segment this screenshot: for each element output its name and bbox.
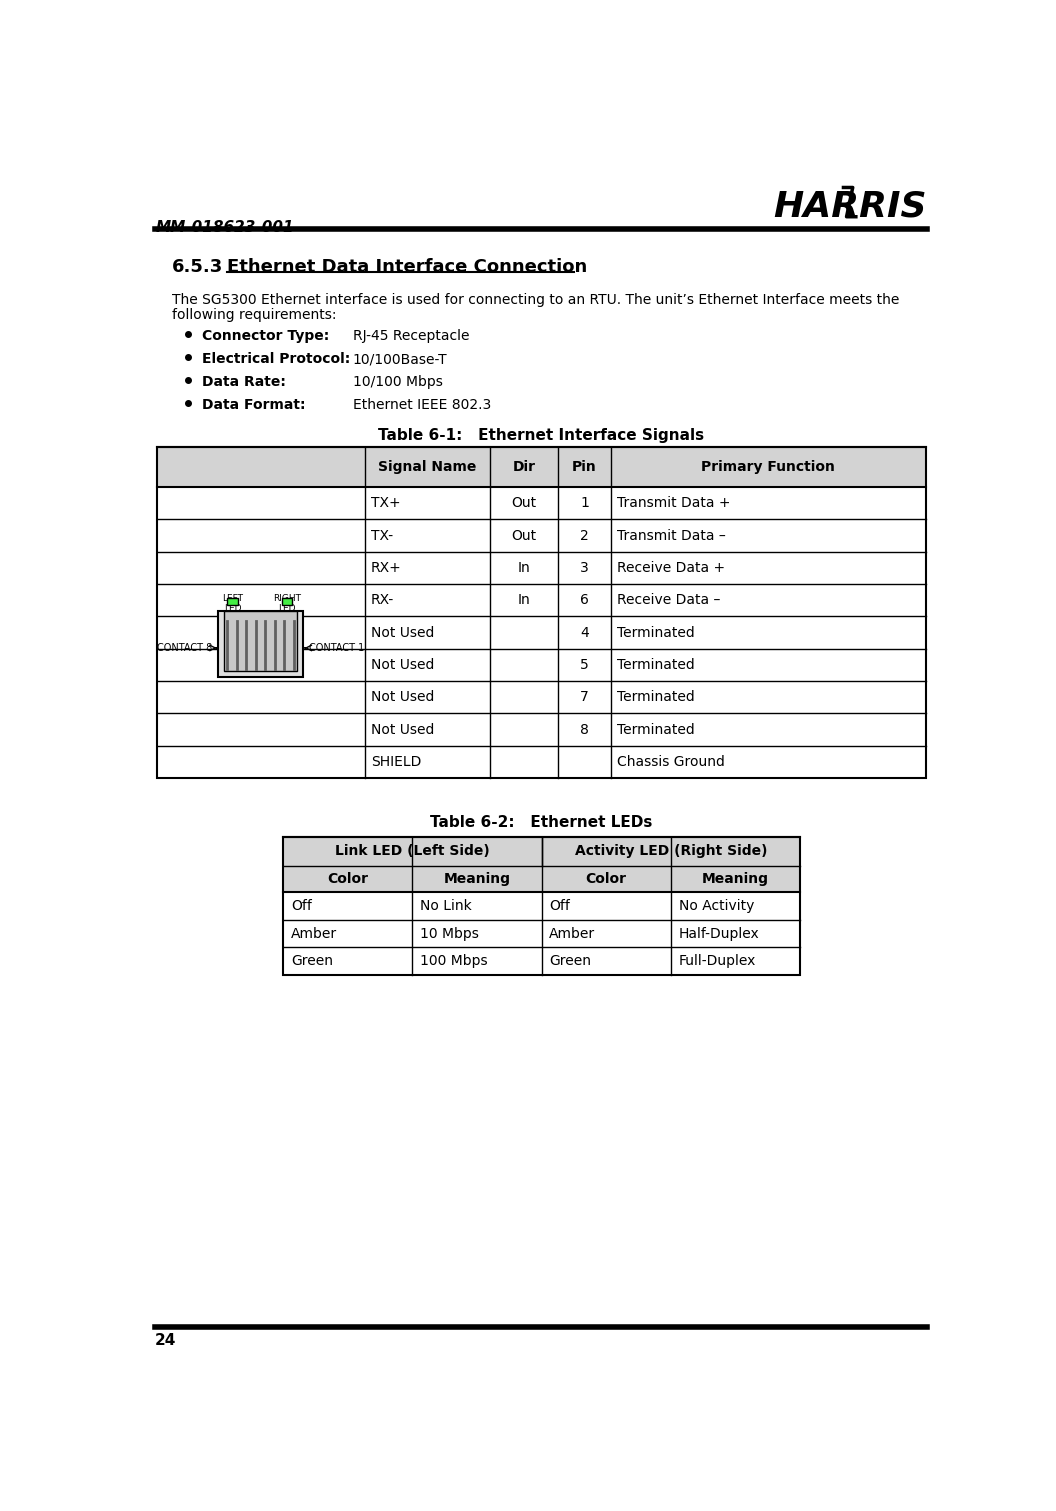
Text: 6.5.3: 6.5.3 <box>172 258 224 277</box>
Bar <box>156 447 926 778</box>
Text: Table 6-1:   Ethernet Interface Signals: Table 6-1: Ethernet Interface Signals <box>378 428 704 443</box>
Text: The SG5300 Ethernet interface is used for connecting to an RTU. The unit’s Ether: The SG5300 Ethernet interface is used fo… <box>172 293 900 307</box>
Text: Green: Green <box>549 955 591 969</box>
Text: Full-Duplex: Full-Duplex <box>679 955 756 969</box>
Text: Primary Function: Primary Function <box>701 459 835 474</box>
Text: Off: Off <box>549 899 570 913</box>
Bar <box>282 597 293 606</box>
Text: Color: Color <box>327 872 369 885</box>
Bar <box>283 866 800 891</box>
Text: 8: 8 <box>580 722 589 736</box>
Text: RJ-45 Receptacle: RJ-45 Receptacle <box>353 329 469 343</box>
Bar <box>224 612 297 671</box>
Text: 10/100Base-T: 10/100Base-T <box>353 352 448 366</box>
Text: Terminated: Terminated <box>617 691 695 704</box>
Text: Transmit Data –: Transmit Data – <box>617 529 725 542</box>
Text: Data Rate:: Data Rate: <box>202 375 285 390</box>
Text: Amber: Amber <box>549 926 596 941</box>
Text: RIGHT
LED: RIGHT LED <box>274 594 301 613</box>
Text: Pin: Pin <box>572 459 597 474</box>
Text: Electrical Protocol:: Electrical Protocol: <box>202 352 350 366</box>
Text: Not Used: Not Used <box>371 691 434 704</box>
Text: Amber: Amber <box>290 926 337 941</box>
Text: Not Used: Not Used <box>371 722 434 736</box>
Bar <box>218 612 303 677</box>
Text: 24: 24 <box>155 1333 176 1348</box>
Text: Data Format:: Data Format: <box>202 399 305 413</box>
Text: TX-: TX- <box>371 529 393 542</box>
Text: 10/100 Mbps: 10/100 Mbps <box>353 375 442 390</box>
Text: Green: Green <box>290 955 333 969</box>
Text: Not Used: Not Used <box>371 657 434 672</box>
Text: 5: 5 <box>580 657 589 672</box>
Text: Out: Out <box>511 496 536 511</box>
Text: HARRIS: HARRIS <box>774 189 927 224</box>
Text: No Link: No Link <box>420 899 472 913</box>
Text: Meaning: Meaning <box>702 872 769 885</box>
Text: 6: 6 <box>580 594 589 607</box>
Text: Table 6-2:   Ethernet LEDs: Table 6-2: Ethernet LEDs <box>430 814 653 830</box>
Text: 3: 3 <box>580 561 589 574</box>
Text: Dir: Dir <box>512 459 535 474</box>
Text: TX+: TX+ <box>371 496 400 511</box>
Text: Terminated: Terminated <box>617 626 695 639</box>
Text: In: In <box>517 561 530 574</box>
Text: RX-: RX- <box>371 594 394 607</box>
Text: Signal Name: Signal Name <box>378 459 476 474</box>
Text: 2: 2 <box>580 529 589 542</box>
Text: Activity LED (Right Side): Activity LED (Right Side) <box>574 845 767 858</box>
Bar <box>227 597 239 606</box>
Text: Receive Data –: Receive Data – <box>617 594 720 607</box>
Text: Receive Data +: Receive Data + <box>617 561 725 574</box>
Text: 7: 7 <box>580 691 589 704</box>
Text: following requirements:: following requirements: <box>172 308 337 322</box>
Text: Terminated: Terminated <box>617 722 695 736</box>
Bar <box>156 447 926 487</box>
Text: Color: Color <box>586 872 626 885</box>
Text: 10 Mbps: 10 Mbps <box>420 926 479 941</box>
Text: Ethernet IEEE 802.3: Ethernet IEEE 802.3 <box>353 399 491 413</box>
Bar <box>283 837 800 975</box>
Text: Off: Off <box>290 899 312 913</box>
Text: 100 Mbps: 100 Mbps <box>420 955 488 969</box>
Text: No Activity: No Activity <box>679 899 754 913</box>
Text: 1: 1 <box>580 496 589 511</box>
Text: Transmit Data +: Transmit Data + <box>617 496 731 511</box>
Text: In: In <box>517 594 530 607</box>
Text: Not Used: Not Used <box>371 626 434 639</box>
Text: SHIELD: SHIELD <box>371 756 421 769</box>
Text: Terminated: Terminated <box>617 657 695 672</box>
Text: CONTACT 8: CONTACT 8 <box>156 644 212 653</box>
Text: Meaning: Meaning <box>444 872 510 885</box>
Text: Ethernet Data Interface Connection: Ethernet Data Interface Connection <box>227 258 587 277</box>
Text: Half-Duplex: Half-Duplex <box>679 926 759 941</box>
Text: Link LED (Left Side): Link LED (Left Side) <box>335 845 490 858</box>
Text: Chassis Ground: Chassis Ground <box>617 756 725 769</box>
Bar <box>283 837 800 866</box>
Text: RX+: RX+ <box>371 561 401 574</box>
Text: CONTACT 1: CONTACT 1 <box>309 644 364 653</box>
Text: Connector Type:: Connector Type: <box>202 329 329 343</box>
Text: MM-018623-001: MM-018623-001 <box>155 219 294 234</box>
Text: LEFT
LED: LEFT LED <box>222 594 243 613</box>
Text: Out: Out <box>511 529 536 542</box>
Text: 4: 4 <box>580 626 589 639</box>
